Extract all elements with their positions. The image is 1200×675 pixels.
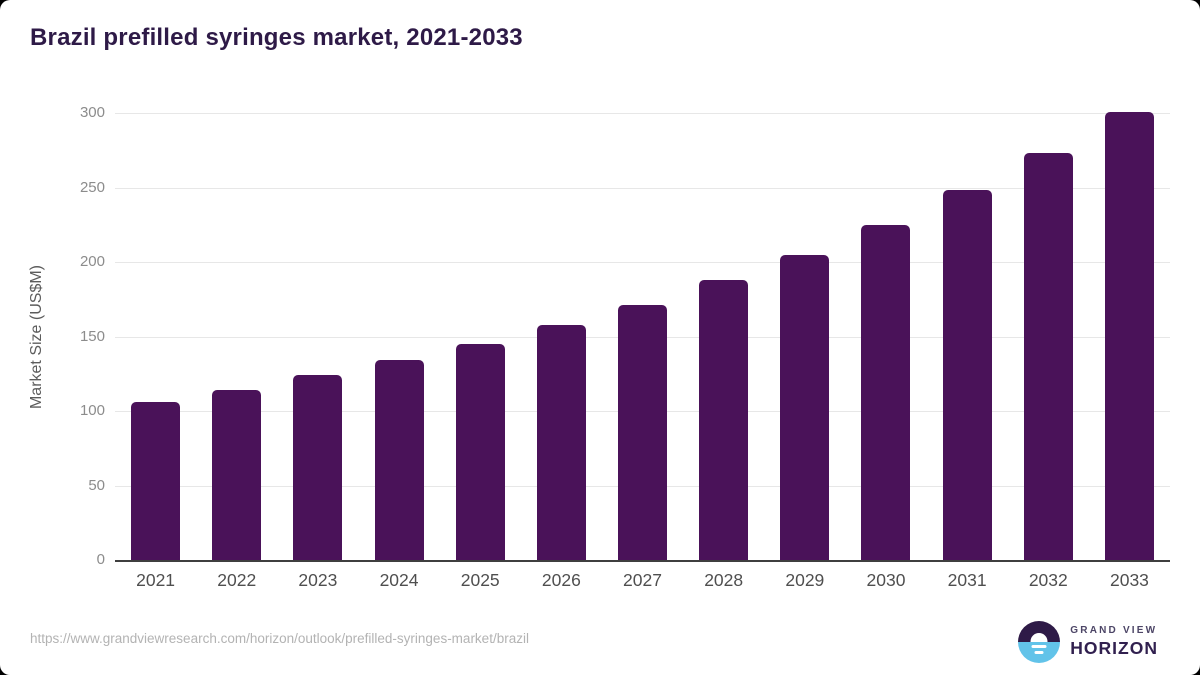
bar-2026 <box>536 324 586 560</box>
horizon-sunset-icon <box>1018 621 1061 663</box>
bar-slot-2022 <box>196 113 277 560</box>
bar-slot-2027 <box>602 113 683 560</box>
bar-2029 <box>780 254 830 560</box>
xtick-label-2031: 2031 <box>947 570 987 590</box>
brand-name-top: GRAND VIEW <box>1070 625 1158 637</box>
bars-layer <box>115 111 1170 560</box>
gridline-200 <box>115 262 1170 263</box>
gridline-250 <box>115 187 1170 189</box>
bar-slot-2033 <box>1089 111 1170 560</box>
bar-2032 <box>1023 153 1073 560</box>
xtick-label-2022: 2022 <box>217 570 257 590</box>
ytick-label-0: 0 <box>96 551 105 568</box>
xtick-label-2025: 2025 <box>460 570 500 590</box>
xtick-label-2027: 2027 <box>623 570 662 590</box>
xtick-label-2032: 2032 <box>1028 570 1068 590</box>
xtick-label-2024: 2024 <box>379 570 419 590</box>
source-url: https://www.grandviewresearch.com/horizo… <box>30 631 529 646</box>
ytick-label-200: 200 <box>79 253 105 270</box>
xtick-label-2023: 2023 <box>298 570 338 590</box>
bar-slot-2030 <box>845 113 926 560</box>
bar-2023 <box>293 375 343 560</box>
bar-2025 <box>455 343 505 560</box>
xtick-label-2030: 2030 <box>866 570 906 590</box>
bar-slot-2025 <box>440 113 521 560</box>
ytick-label-300: 300 <box>79 104 105 121</box>
brand-name-bottom: HORIZON <box>1070 638 1158 659</box>
bar-slot-2023 <box>277 113 358 560</box>
bar-2033 <box>1104 111 1154 560</box>
ytick-label-250: 250 <box>79 178 105 196</box>
xtick-label-2021: 2021 <box>136 570 176 590</box>
bar-2027 <box>618 305 668 560</box>
bar-2028 <box>699 279 749 560</box>
xtick-label-2028: 2028 <box>704 570 744 590</box>
bar-slot-2024 <box>358 113 439 560</box>
chart-title: Brazil prefilled syringes market, 2021-2… <box>30 24 523 51</box>
brand-logo-text: GRAND VIEW HORIZON <box>1070 626 1158 658</box>
gridline-300 <box>115 113 1170 114</box>
xtick-label-2029: 2029 <box>785 570 825 590</box>
ytick-label-50: 50 <box>88 476 105 494</box>
bar-slot-2032 <box>1008 113 1089 560</box>
bar-2024 <box>374 360 424 560</box>
bar-slot-2026 <box>521 113 602 560</box>
bar-2021 <box>131 402 181 560</box>
x-axis-labels: 2021 2022 2023 2024 2025 2026 2027 2028 2029 2030… <box>115 570 1170 591</box>
bar-slot-2028 <box>683 113 764 560</box>
brand-logo: GRAND VIEW HORIZON <box>1018 621 1158 663</box>
bar-2030 <box>861 224 911 560</box>
footer: https://www.grandviewresearch.com/horizo… <box>0 613 1200 675</box>
bar-slot-2031 <box>927 113 1008 560</box>
ytick-label-150: 150 <box>79 327 105 345</box>
bar-2022 <box>212 390 262 560</box>
plot-area <box>115 111 1170 562</box>
y-axis-title-text: Market Size (US$M) <box>28 264 45 409</box>
xtick-label-2033: 2033 <box>1109 570 1149 590</box>
ytick-label-100: 100 <box>79 402 105 419</box>
xtick-label-2026: 2026 <box>541 570 581 590</box>
bar-2031 <box>942 190 992 560</box>
bar-slot-2021 <box>115 113 196 560</box>
bar-slot-2029 <box>764 113 845 560</box>
